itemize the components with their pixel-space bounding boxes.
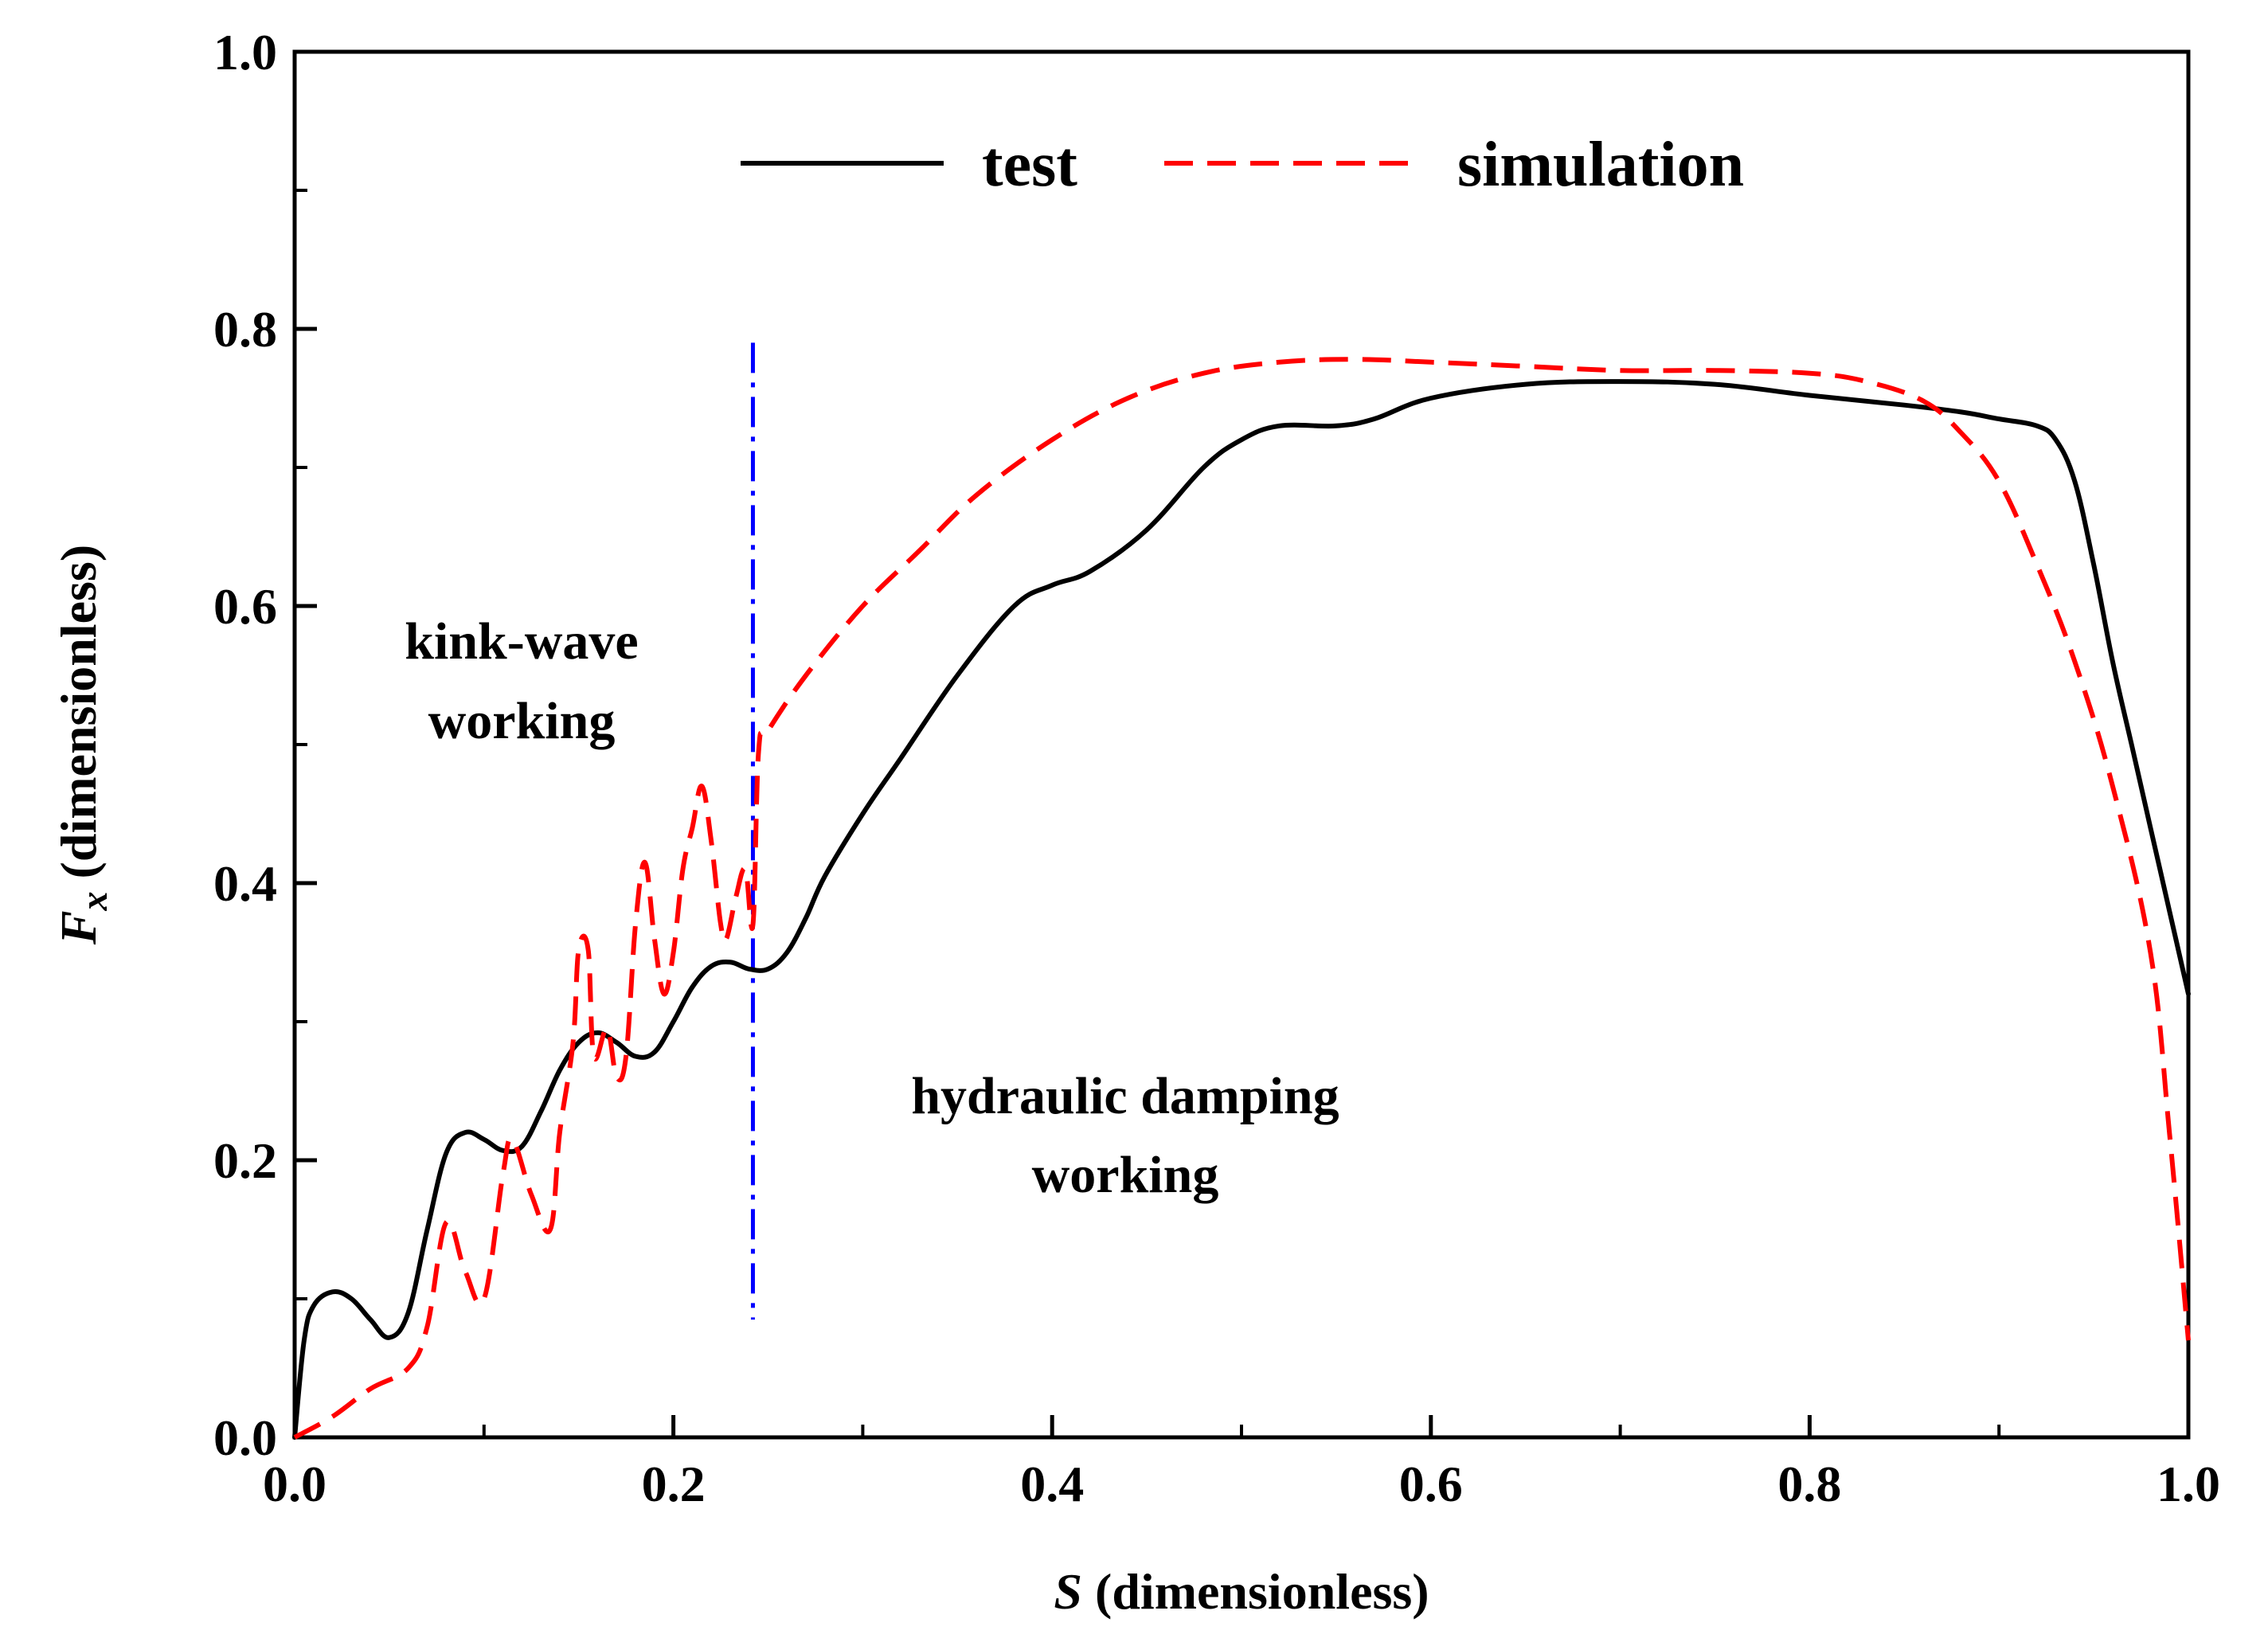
legend: test simulation: [741, 130, 1744, 200]
annotation-hydraulic-line1: hydraulic damping: [911, 1067, 1339, 1125]
legend-label-simulation: simulation: [1457, 130, 1744, 200]
x-axis-title: S (dimensionless): [1054, 1563, 1429, 1620]
y-tick-label: 0.4: [213, 855, 277, 912]
y-axis-symbol: F: [50, 910, 107, 945]
y-axis-subscript: x: [73, 891, 115, 911]
annotation-kink-wave-line2: working: [428, 692, 616, 750]
tick-labels: 0.0 0.2 0.4 0.6 0.8 1.0 0.0 0.2 0.4 0.6 0.8 1.0: [213, 24, 2220, 1512]
x-axis-symbol: S: [1054, 1563, 1082, 1620]
annotation-hydraulic-line2: working: [1032, 1146, 1219, 1204]
y-axis-unit: (dimensionless): [50, 545, 107, 879]
y-tick-label: 0.6: [213, 578, 277, 635]
annotation-kink-wave: kink-wave working: [405, 612, 638, 750]
x-tick-label: 1.0: [2157, 1456, 2220, 1512]
annotation-hydraulic-damping: hydraulic damping working: [911, 1067, 1339, 1204]
y-tick-label: 0.8: [213, 301, 277, 358]
y-tick-label: 1.0: [213, 24, 277, 80]
y-tick-label: 0.2: [213, 1132, 277, 1189]
annotation-kink-wave-line1: kink-wave: [405, 612, 638, 670]
y-axis-title: Fx (dimensionless): [50, 545, 115, 945]
x-axis-unit: (dimensionless): [1095, 1563, 1429, 1620]
series-line-test: [292, 379, 2191, 1440]
legend-label-test: test: [982, 130, 1077, 200]
y-tick-label: 0.0: [213, 1409, 277, 1466]
x-tick-label: 0.4: [1020, 1456, 1084, 1512]
x-tick-label: 0.8: [1777, 1456, 1841, 1512]
x-tick-label: 0.0: [263, 1456, 327, 1512]
series-line-simulation: [293, 357, 2191, 1440]
x-tick-label: 0.2: [642, 1456, 706, 1512]
x-tick-label: 0.6: [1399, 1456, 1463, 1512]
